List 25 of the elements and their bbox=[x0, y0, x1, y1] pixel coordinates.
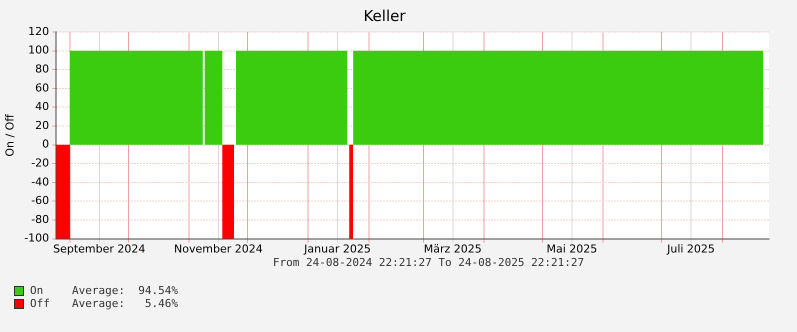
y-tick-label: 120 bbox=[28, 24, 50, 38]
y-tick-label: -60 bbox=[31, 194, 50, 208]
y-axis-title: On / Off bbox=[3, 114, 16, 157]
chart-title: Keller bbox=[363, 6, 406, 25]
y-tick-label: -80 bbox=[31, 212, 50, 226]
y-tick-label: 100 bbox=[28, 44, 50, 57]
y-tick-label: 40 bbox=[35, 100, 50, 114]
text: Average: 94.54% bbox=[72, 284, 178, 297]
x-tick-label: Juli 2025 bbox=[666, 242, 715, 256]
y-tick-label: 80 bbox=[35, 62, 50, 76]
y-tick-label: 60 bbox=[35, 81, 50, 94]
y-tick-label: -40 bbox=[31, 175, 50, 188]
x-tick-label: November 2024 bbox=[174, 242, 263, 256]
text: Average: 5.46% bbox=[72, 297, 178, 310]
legend-label: On bbox=[30, 284, 44, 297]
y-tick-label: 0 bbox=[42, 138, 50, 151]
y-tick-label: -100 bbox=[24, 232, 50, 245]
x-tick-label: September 2024 bbox=[53, 242, 146, 256]
text: From 24-08-2024 22:21:27 To 24-08-2025 22:21:27 bbox=[272, 256, 586, 269]
x-tick-label: März 2025 bbox=[424, 242, 482, 256]
y-tick-label: -20 bbox=[31, 156, 50, 170]
x-tick-label: Januar 2025 bbox=[303, 242, 371, 256]
legend-label: Off bbox=[30, 297, 51, 310]
x-tick-label: Mai 2025 bbox=[546, 242, 598, 256]
y-tick-label: 20 bbox=[35, 118, 50, 132]
